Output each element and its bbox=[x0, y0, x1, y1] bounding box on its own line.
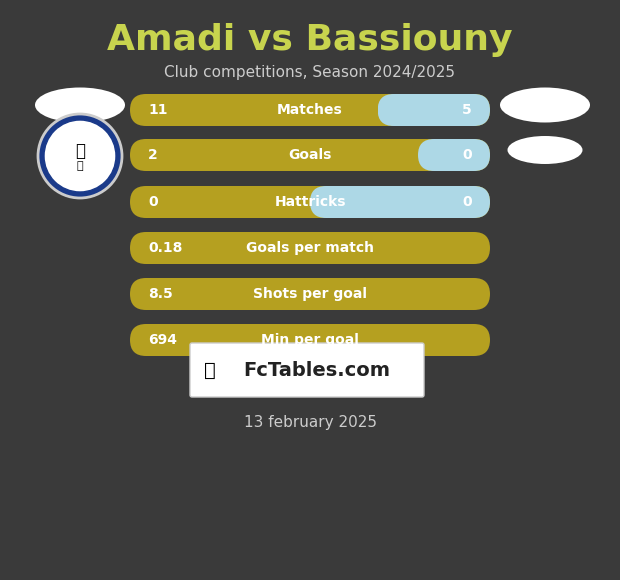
Text: FcTables.com: FcTables.com bbox=[244, 361, 391, 379]
FancyBboxPatch shape bbox=[418, 139, 490, 171]
Text: 🔥: 🔥 bbox=[75, 142, 85, 160]
Text: Matches: Matches bbox=[277, 103, 343, 117]
Text: ⚽: ⚽ bbox=[77, 161, 83, 171]
Text: 0: 0 bbox=[463, 148, 472, 162]
FancyBboxPatch shape bbox=[190, 343, 424, 397]
FancyBboxPatch shape bbox=[130, 232, 490, 264]
Text: 11: 11 bbox=[148, 103, 167, 117]
FancyBboxPatch shape bbox=[130, 278, 490, 310]
Text: Amadi vs Bassiouny: Amadi vs Bassiouny bbox=[107, 23, 513, 57]
Ellipse shape bbox=[35, 88, 125, 122]
Ellipse shape bbox=[500, 88, 590, 122]
Bar bbox=[146, 94, 378, 126]
Text: Min per goal: Min per goal bbox=[261, 333, 359, 347]
Circle shape bbox=[38, 114, 122, 198]
Text: Club competitions, Season 2024/2025: Club competitions, Season 2024/2025 bbox=[164, 64, 456, 79]
Text: Hattricks: Hattricks bbox=[274, 195, 346, 209]
Text: 📊: 📊 bbox=[204, 361, 216, 379]
Bar bbox=[146, 139, 418, 171]
Bar bbox=[146, 186, 310, 218]
Text: 694: 694 bbox=[148, 333, 177, 347]
FancyBboxPatch shape bbox=[130, 186, 490, 218]
FancyBboxPatch shape bbox=[130, 94, 490, 126]
Circle shape bbox=[44, 120, 116, 192]
Text: 0.18: 0.18 bbox=[148, 241, 182, 255]
Text: Goals per match: Goals per match bbox=[246, 241, 374, 255]
Ellipse shape bbox=[508, 136, 583, 164]
FancyBboxPatch shape bbox=[378, 94, 490, 126]
FancyBboxPatch shape bbox=[130, 139, 490, 171]
Text: 5: 5 bbox=[463, 103, 472, 117]
Text: 0: 0 bbox=[463, 195, 472, 209]
FancyBboxPatch shape bbox=[130, 324, 490, 356]
Text: Shots per goal: Shots per goal bbox=[253, 287, 367, 301]
FancyBboxPatch shape bbox=[310, 186, 490, 218]
Text: 2: 2 bbox=[148, 148, 157, 162]
Text: 13 february 2025: 13 february 2025 bbox=[244, 415, 376, 430]
Text: Goals: Goals bbox=[288, 148, 332, 162]
Text: 0: 0 bbox=[148, 195, 157, 209]
Text: 8.5: 8.5 bbox=[148, 287, 173, 301]
